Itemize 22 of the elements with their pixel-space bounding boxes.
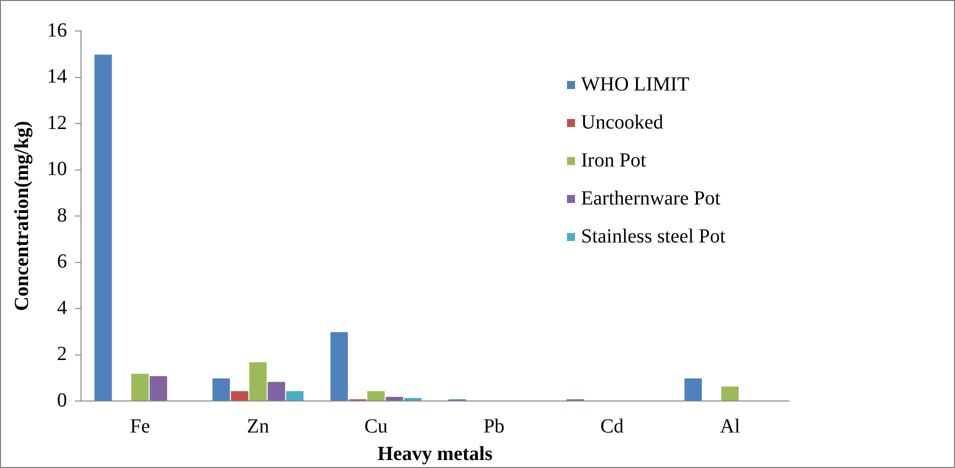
y-tick-label: 10	[47, 158, 67, 180]
x-tick-label: Fe	[130, 415, 150, 438]
y-tick-label: 2	[57, 343, 67, 365]
legend-label: Iron Pot	[581, 149, 646, 172]
x-axis-title: Heavy metals	[378, 443, 493, 466]
y-axis-title: Concentration(mg/kg)	[11, 121, 34, 311]
legend-label: Earthernware Pot	[581, 187, 721, 210]
y-tick-label: 12	[47, 112, 67, 134]
x-tick-label: Cd	[600, 415, 624, 438]
x-tick-label: Cu	[364, 415, 388, 438]
legend-label: Stainless steel Pot	[581, 225, 726, 248]
legend-label: Uncooked	[581, 111, 664, 134]
x-tick-label: Zn	[246, 415, 270, 438]
legend-label: WHO LIMIT	[581, 73, 690, 96]
y-tick-label: 16	[47, 19, 67, 42]
y-tick-label: 8	[57, 204, 67, 226]
x-tick-label: Al	[720, 415, 740, 438]
y-tick-label: 4	[57, 296, 67, 319]
y-tick-label: 14	[47, 66, 67, 88]
y-tick-label: 6	[57, 250, 67, 272]
x-tick-label: Pb	[483, 415, 505, 438]
y-tick-label: 0	[57, 389, 67, 412]
